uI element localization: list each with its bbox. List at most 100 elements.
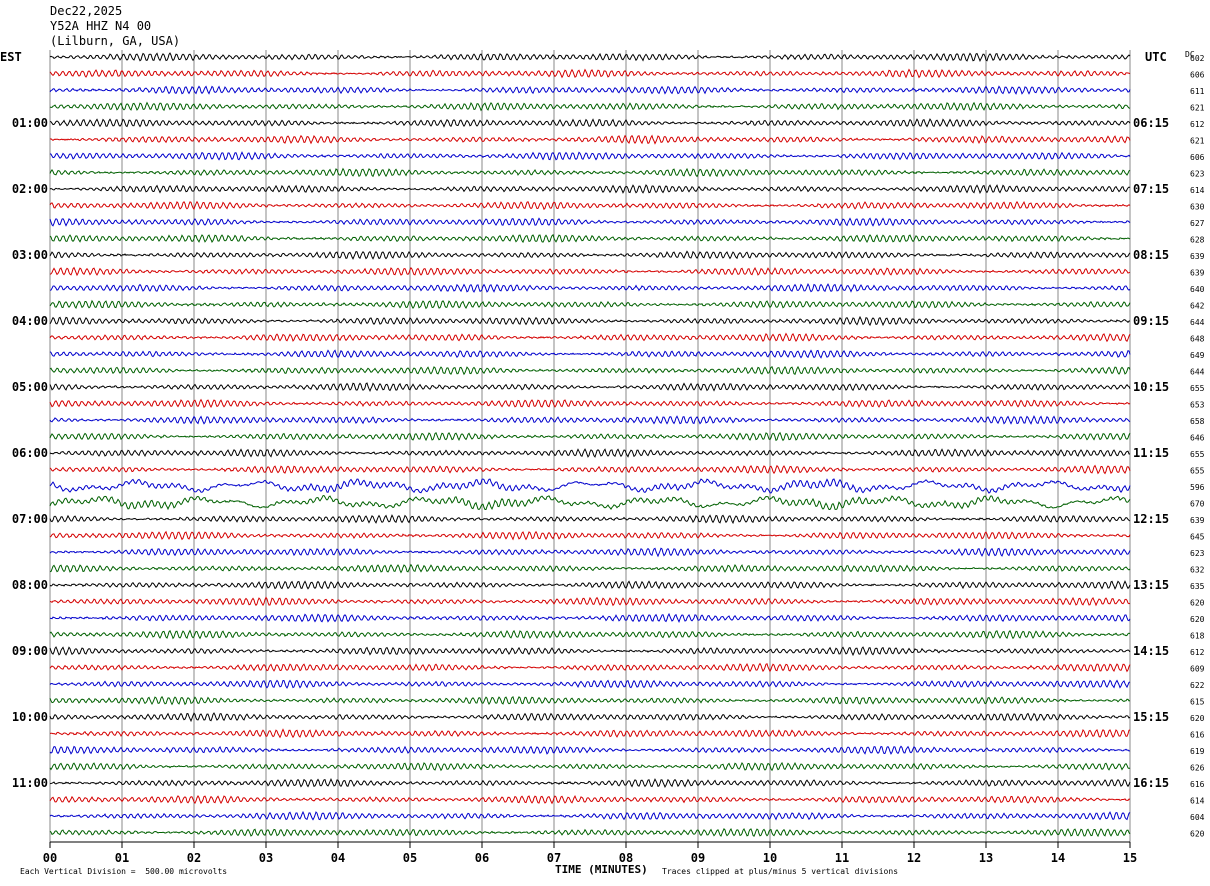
trace-line	[49, 151, 1131, 161]
dc-offset-label: 623	[1190, 170, 1205, 179]
trace-line	[49, 332, 1131, 343]
scale-note: Each Vertical Division = 500.00 microvol…	[20, 867, 228, 876]
x-tick-label: 12	[907, 851, 921, 865]
trace-line	[49, 448, 1131, 458]
trace-line	[49, 695, 1131, 706]
utc-hour-label: 09:15	[1133, 314, 1169, 328]
x-tick-label: 02	[187, 851, 201, 865]
trace-line	[49, 382, 1131, 393]
dc-offset-label: 645	[1190, 533, 1205, 542]
dc-offset-label: 644	[1190, 368, 1205, 377]
trace-line	[49, 68, 1131, 79]
trace-line	[49, 646, 1131, 657]
dc-offset-label: 644	[1190, 318, 1205, 327]
est-hour-label: 01:00	[12, 116, 48, 130]
utc-hour-label: 15:15	[1133, 710, 1169, 724]
trace-line	[49, 282, 1131, 293]
trace-line	[49, 728, 1131, 739]
trace-line	[49, 167, 1131, 178]
trace-line	[49, 134, 1131, 145]
dc-offset-label: 639	[1190, 516, 1205, 525]
dc-offset-label: 628	[1190, 236, 1205, 245]
dc-offset-label: 604	[1190, 813, 1205, 822]
est-hour-label: 06:00	[12, 446, 48, 460]
dc-offset-label: 606	[1190, 153, 1205, 162]
dc-offset-label: 615	[1190, 698, 1205, 707]
trace-line	[49, 777, 1131, 789]
dc-offset-label: 646	[1190, 434, 1205, 443]
trace-line	[49, 494, 1131, 511]
trace-line	[49, 250, 1131, 260]
header-date: Dec22,2025	[50, 4, 123, 18]
x-tick-label: 15	[1123, 851, 1137, 865]
trace-line	[49, 299, 1131, 310]
trace-line	[49, 563, 1131, 574]
dc-offset-label: 616	[1190, 780, 1205, 789]
dc-offset-label: 620	[1190, 615, 1205, 624]
trace-line	[49, 662, 1131, 673]
dc-offset-label: 602	[1190, 54, 1205, 63]
est-hour-label: 03:00	[12, 248, 48, 262]
trace-line	[49, 745, 1131, 755]
trace-line	[49, 827, 1131, 838]
dc-offset-label: 655	[1190, 467, 1205, 476]
trace-line	[49, 514, 1131, 525]
x-axis-title: TIME (MINUTES)	[555, 863, 648, 876]
dc-offset-label: 596	[1190, 483, 1205, 492]
x-tick-label: 03	[259, 851, 273, 865]
dc-offset-label: 618	[1190, 632, 1205, 641]
dc-offset-label: 623	[1190, 549, 1205, 558]
dc-offset-label: 621	[1190, 104, 1205, 113]
dc-offset-label: 632	[1190, 566, 1205, 575]
utc-hour-label: 12:15	[1133, 512, 1169, 526]
trace-line	[49, 200, 1131, 211]
dc-offset-label: 630	[1190, 203, 1205, 212]
utc-hour-label: 07:15	[1133, 182, 1169, 196]
dc-offset-label: 642	[1190, 302, 1205, 311]
trace-line	[49, 118, 1131, 128]
est-hour-label: 04:00	[12, 314, 48, 328]
clip-note: Traces clipped at plus/minus 5 vertical …	[662, 867, 899, 876]
dc-offset-label: 620	[1190, 599, 1205, 608]
x-tick-label: 08	[619, 851, 633, 865]
dc-offset-label: 620	[1190, 830, 1205, 839]
x-tick-label: 01	[115, 851, 129, 865]
dc-offset-label: 627	[1190, 219, 1205, 228]
x-tick-label: 07	[547, 851, 561, 865]
trace-line	[49, 266, 1131, 277]
x-tick-label: 13	[979, 851, 993, 865]
trace-line	[49, 679, 1131, 689]
utc-hour-label: 08:15	[1133, 248, 1169, 262]
header-station: Y52A HHZ N4 00	[50, 19, 152, 33]
est-hour-label: 07:00	[12, 512, 48, 526]
trace-line	[49, 612, 1131, 623]
x-tick-label: 09	[691, 851, 705, 865]
dc-offset-label: 616	[1190, 731, 1205, 740]
left-timezone-label: EST	[0, 50, 22, 64]
est-hour-label: 02:00	[12, 182, 48, 196]
trace-line	[49, 580, 1131, 590]
x-tick-label: 14	[1051, 851, 1065, 865]
x-tick-label: 05	[403, 851, 417, 865]
trace-line	[49, 349, 1131, 359]
dc-offset-label: 648	[1190, 335, 1205, 344]
dc-offset-label: 611	[1190, 87, 1205, 96]
trace-line	[49, 478, 1131, 494]
utc-hour-label: 13:15	[1133, 578, 1169, 592]
trace-line	[49, 217, 1131, 227]
trace-line	[49, 464, 1131, 475]
dc-offset-label: 619	[1190, 747, 1205, 756]
est-hour-label: 09:00	[12, 644, 48, 658]
dc-offset-label: 635	[1190, 582, 1205, 591]
x-tick-label: 04	[331, 851, 345, 865]
trace-line	[49, 315, 1131, 327]
dc-offset-label: 639	[1190, 252, 1205, 261]
dc-offset-label: 655	[1190, 450, 1205, 459]
dc-offset-label: 620	[1190, 714, 1205, 723]
dc-offset-label: 609	[1190, 665, 1205, 674]
dc-offset-label: 606	[1190, 71, 1205, 80]
est-hour-label: 05:00	[12, 380, 48, 394]
dc-offset-label: 612	[1190, 120, 1205, 129]
dc-header-label: DC	[1185, 50, 1195, 59]
